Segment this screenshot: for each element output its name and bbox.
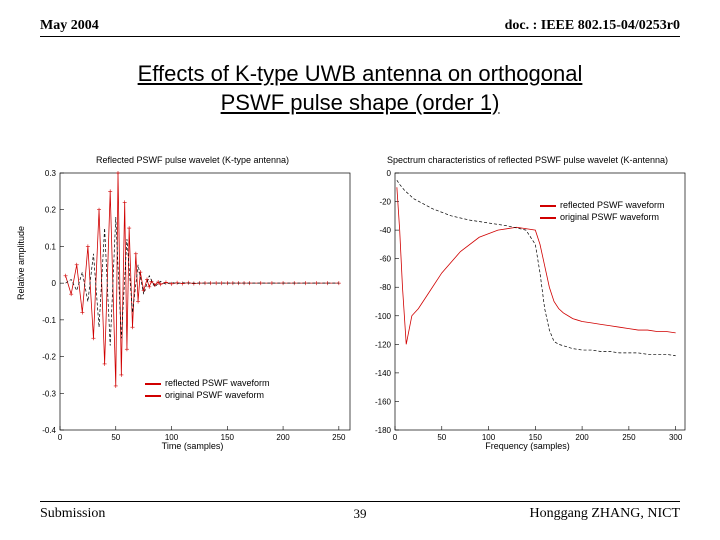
legend-row-original: original PSWF waveform	[145, 390, 270, 402]
legend-swatch-original-r	[540, 217, 556, 219]
legend-row-original-r: original PSWF waveform	[540, 212, 665, 224]
chart-right-xlabel: Frequency (samples)	[360, 441, 695, 451]
legend-label-original: original PSWF waveform	[165, 390, 264, 402]
legend-swatch-reflected-r	[540, 205, 556, 207]
legend-row-reflected-r: reflected PSWF waveform	[540, 200, 665, 212]
svg-text:-120: -120	[375, 340, 392, 349]
svg-text:-140: -140	[375, 369, 392, 378]
svg-text:0.3: 0.3	[45, 169, 57, 178]
footer-right: Honggang ZHANG, NICT	[530, 506, 680, 522]
slide-title: Effects of K-type UWB antenna on orthogo…	[0, 60, 720, 117]
svg-text:-0.3: -0.3	[42, 389, 56, 398]
legend-left: reflected PSWF waveform original PSWF wa…	[145, 378, 270, 401]
legend-label-original-r: original PSWF waveform	[560, 212, 659, 224]
svg-text:-80: -80	[379, 283, 391, 292]
chart-left-xlabel: Time (samples)	[25, 441, 360, 451]
svg-text:-20: -20	[379, 198, 391, 207]
header-doc: doc. : IEEE 802.15-04/0253r0	[505, 18, 680, 34]
svg-text:0: 0	[52, 279, 57, 288]
footer-left: Submission	[40, 506, 105, 522]
slide-footer: Submission 39 Honggang ZHANG, NICT	[40, 501, 680, 522]
svg-text:-0.2: -0.2	[42, 353, 56, 362]
chart-left: Reflected PSWF pulse wavelet (K-type ant…	[25, 155, 360, 455]
legend-label-reflected: reflected PSWF waveform	[165, 378, 270, 390]
footer-page: 39	[354, 506, 367, 522]
svg-text:0: 0	[387, 169, 392, 178]
svg-text:-180: -180	[375, 426, 392, 435]
chart-left-title: Reflected PSWF pulse wavelet (K-type ant…	[25, 155, 360, 165]
legend-label-reflected-r: reflected PSWF waveform	[560, 200, 665, 212]
svg-text:-0.1: -0.1	[42, 316, 56, 325]
legend-row-reflected: reflected PSWF waveform	[145, 378, 270, 390]
svg-text:0.2: 0.2	[45, 206, 57, 215]
svg-text:-0.4: -0.4	[42, 426, 56, 435]
svg-text:-160: -160	[375, 397, 392, 406]
title-line1: Effects of K-type UWB antenna on orthogo…	[138, 61, 583, 86]
title-line2: PSWF pulse shape (order 1)	[221, 90, 500, 115]
legend-right: reflected PSWF waveform original PSWF wa…	[540, 200, 665, 223]
slide-header: May 2004 doc. : IEEE 802.15-04/0253r0	[40, 18, 680, 37]
svg-text:0.1: 0.1	[45, 242, 57, 251]
svg-text:-100: -100	[375, 312, 392, 321]
chart-left-ylabel: Relative amplitude	[16, 226, 26, 300]
svg-text:-40: -40	[379, 226, 391, 235]
header-date: May 2004	[40, 18, 99, 34]
legend-swatch-original	[145, 395, 161, 397]
chart-right-title: Spectrum characteristics of reflected PS…	[360, 155, 695, 165]
svg-text:-60: -60	[379, 255, 391, 264]
legend-swatch-reflected	[145, 383, 161, 385]
